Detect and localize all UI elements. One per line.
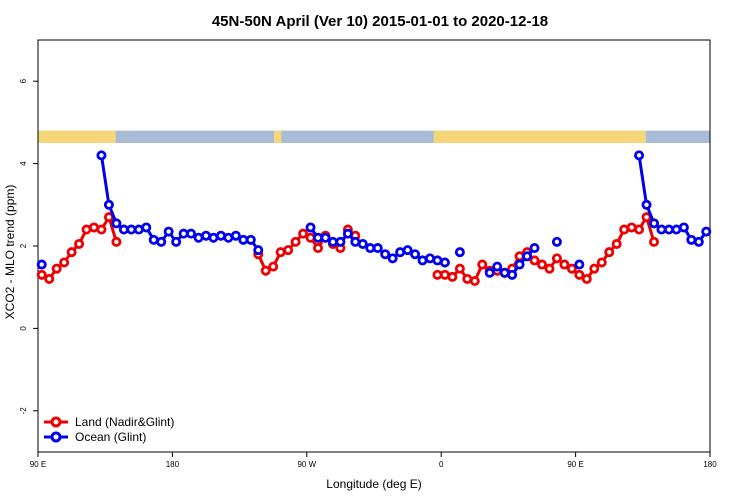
y-axis-label: XCO2 - MLO trend (ppm) — [3, 185, 17, 320]
series-1-point-1-1 — [103, 199, 114, 210]
series-0-point-2-16 — [551, 253, 562, 264]
y-tick-label-4: 6 — [19, 78, 28, 83]
land-strip-0 — [38, 130, 116, 143]
x-tick-label-4: 90 E — [567, 460, 583, 469]
series-0-point-0-2 — [51, 263, 62, 274]
series-0-point-0-4 — [66, 247, 77, 258]
series-0-point-2-23 — [604, 247, 615, 258]
series-1-point-1-12 — [186, 228, 197, 239]
series-1-point-1-0 — [96, 150, 107, 161]
series-1-point-4-1 — [492, 261, 503, 272]
series-1-point-4-0 — [484, 267, 495, 278]
series-1-point-3-0 — [454, 247, 465, 258]
series-1-point-1-8 — [156, 236, 167, 247]
series-1-point-4-6 — [529, 243, 540, 254]
series-0-point-1-6 — [298, 228, 309, 239]
y-axis: -2 0 2 4 6 — [19, 78, 38, 414]
chart-title: 45N-50N April (Ver 10) 2015-01-01 to 202… — [212, 13, 548, 30]
series-0-point-2-29 — [649, 236, 660, 247]
series-layer — [36, 150, 712, 287]
series-1-point-4-4 — [514, 259, 525, 270]
series-0-point-1-5 — [290, 236, 301, 247]
y-tick-label-3: 4 — [19, 161, 28, 166]
series-1-point-7-6 — [678, 222, 689, 233]
series-0-point-1-1 — [260, 265, 271, 276]
x-tick-label-0: 90 E — [30, 460, 46, 469]
series-1-point-1-10 — [171, 236, 182, 247]
series-1-point-2-7 — [357, 238, 368, 249]
y-tick-label-0: -2 — [19, 407, 28, 415]
series-0-point-2-22 — [596, 257, 607, 268]
series-0-point-2-13 — [529, 255, 540, 266]
series-1-point-2-5 — [342, 228, 353, 239]
series-0-point-2-6 — [477, 259, 488, 270]
x-tick-label-1: 180 — [166, 460, 180, 469]
series-1-point-1-21 — [253, 245, 264, 256]
x-tick-label-2: 90 W — [297, 460, 316, 469]
series-1-point-1-9 — [163, 226, 174, 237]
y-tick-label-2: 2 — [19, 243, 28, 248]
series-0-point-2-15 — [544, 263, 555, 274]
series-0-point-2-3 — [454, 263, 465, 274]
series-0-point-2-24 — [611, 238, 622, 249]
series-1-point-7-1 — [641, 199, 652, 210]
series-1-point-2-10 — [380, 249, 391, 260]
series-1-point-2-0 — [305, 222, 316, 233]
series-0-point-2-27 — [634, 224, 645, 235]
series-1-point-2-9 — [372, 243, 383, 254]
surface-strip — [38, 130, 710, 143]
x-tick-label-5: 180 — [703, 460, 717, 469]
series-1-point-7-9 — [701, 226, 712, 237]
series-0-point-2-14 — [537, 259, 548, 270]
legend-land-marker — [50, 416, 62, 428]
series-0-point-0-3 — [59, 257, 70, 268]
series-1-point-2-11 — [387, 253, 398, 264]
series-1-point-5-0 — [551, 236, 562, 247]
series-0-point-0-1 — [44, 273, 55, 284]
x-axis: 90 E 180 90 W 0 90 E 180 — [30, 452, 717, 469]
series-0-point-2-18 — [566, 263, 577, 274]
series-1-point-1-18 — [230, 230, 241, 241]
series-1-point-7-0 — [634, 150, 645, 161]
series-1-point-0-0 — [36, 259, 47, 270]
land-strip-1 — [273, 130, 282, 143]
series-1-point-2-13 — [402, 245, 413, 256]
x-tick-label-3: 0 — [439, 460, 444, 469]
x-axis-label: Longitude (deg E) — [326, 477, 421, 491]
series-0-point-2-19 — [574, 269, 585, 280]
series-1-point-2-2 — [320, 232, 331, 243]
series-0-point-2-21 — [589, 263, 600, 274]
legend: Land (Nadir&Glint) Ocean (Glint) — [44, 415, 174, 444]
series-1-point-4-3 — [507, 269, 518, 280]
series-1-point-7-8 — [693, 236, 704, 247]
series-0 — [36, 212, 660, 287]
series-1-point-2-14 — [410, 249, 421, 260]
series-1 — [36, 150, 712, 280]
land-strip-2 — [433, 130, 646, 143]
series-0-point-2-20 — [581, 273, 592, 284]
series-0-point-2-17 — [559, 259, 570, 270]
series-1-point-7-2 — [649, 218, 660, 229]
series-1-point-6-0 — [574, 259, 585, 270]
legend-land-label: Land (Nadir&Glint) — [75, 415, 174, 429]
series-0-point-1-4 — [283, 245, 294, 256]
series-0-point-0-5 — [74, 238, 85, 249]
series-1-point-2-4 — [335, 236, 346, 247]
series-0-point-0-0 — [36, 269, 47, 280]
series-1-point-1-20 — [245, 234, 256, 245]
series-1-point-4-5 — [522, 251, 533, 262]
series-0-point-2-2 — [447, 271, 458, 282]
series-0-point-2-5 — [469, 276, 480, 287]
series-1-point-1-2 — [111, 218, 122, 229]
series-1-point-1-6 — [141, 222, 152, 233]
series-0-point-1-8 — [312, 243, 323, 254]
series-0-point-0-8 — [96, 224, 107, 235]
y-tick-label-1: 0 — [19, 326, 28, 331]
series-0-point-0-10 — [111, 236, 122, 247]
series-1-point-2-18 — [439, 257, 450, 268]
legend-ocean-marker — [50, 431, 62, 443]
legend-ocean-label: Ocean (Glint) — [75, 430, 146, 444]
series-0-point-1-2 — [268, 261, 279, 272]
